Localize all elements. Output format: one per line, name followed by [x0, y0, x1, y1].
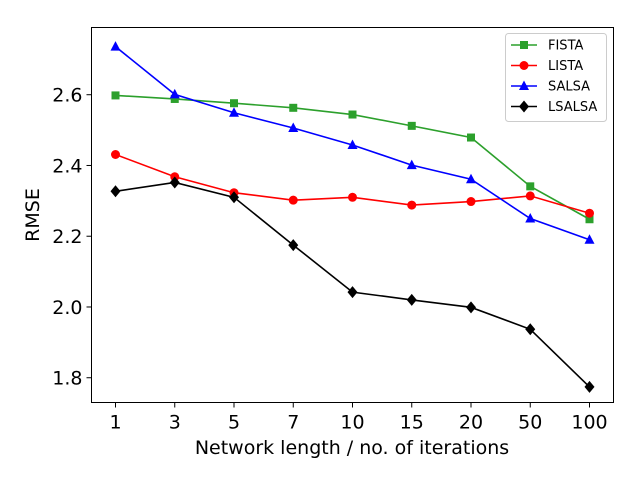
data-point-salsa [347, 139, 358, 149]
data-point-lista [525, 191, 535, 201]
legend-marker-lsalsa [519, 100, 529, 113]
y-tick-label: 2.4 [52, 155, 82, 177]
series-salsa [110, 41, 595, 244]
data-point-lsalsa [466, 301, 476, 314]
data-point-lsalsa [229, 191, 239, 204]
legend: FISTA LISTA SALSA LSALSA [505, 33, 607, 122]
data-point-fista [526, 182, 535, 191]
x-tick-label: 50 [518, 412, 542, 434]
data-point-lsalsa [169, 176, 180, 189]
data-point-salsa [110, 41, 121, 51]
data-point-lista [466, 197, 476, 207]
legend-marker-lista [519, 61, 529, 70]
data-point-fista [111, 91, 120, 100]
data-point-lsalsa [288, 239, 299, 252]
data-point-lista [288, 195, 298, 205]
data-point-salsa [525, 213, 536, 223]
legend-marker-fista [520, 41, 528, 49]
data-point-lista [111, 150, 120, 160]
x-axis: 1 3 5 7 10 15 20 50 100 [109, 402, 608, 434]
y-axis: 1.8 2.0 2.2 2.4 2.6 [52, 85, 92, 390]
data-point-salsa [584, 234, 595, 244]
legend-label-fista: FISTA [548, 39, 583, 54]
x-tick-label: 20 [459, 412, 483, 434]
legend-box [505, 33, 607, 122]
x-tick-label: 3 [169, 412, 181, 434]
x-tick-label: 5 [228, 412, 240, 434]
data-point-fista [230, 99, 238, 108]
legend-label-salsa: SALSA [548, 80, 590, 95]
data-point-salsa [169, 88, 180, 99]
x-tick-label: 100 [571, 412, 607, 434]
data-point-salsa [288, 122, 299, 132]
data-point-fista [348, 110, 357, 119]
series-lista [111, 150, 594, 218]
data-point-lsalsa [525, 323, 536, 336]
x-tick-label: 15 [400, 412, 424, 434]
data-point-salsa [229, 107, 239, 117]
data-point-salsa [466, 173, 476, 184]
x-tick-label: 7 [287, 412, 299, 434]
data-point-lsalsa [584, 380, 595, 393]
data-point-lista [407, 200, 417, 210]
data-point-fista [467, 133, 475, 142]
data-point-lsalsa [347, 286, 358, 299]
y-tick-label: 2.2 [52, 226, 82, 248]
y-tick-label: 1.8 [52, 368, 82, 390]
data-point-fista [585, 215, 594, 224]
legend-label-lista: LISTA [548, 59, 583, 74]
data-point-lista [585, 208, 594, 218]
x-tick-label: 10 [340, 412, 364, 434]
y-tick-label: 2.0 [52, 297, 82, 319]
series-lsalsa [110, 176, 595, 393]
legend-marker-salsa [519, 80, 529, 90]
data-point-fista [407, 121, 416, 130]
data-point-fista [170, 94, 179, 103]
data-point-lista [348, 192, 357, 202]
series-layer [110, 41, 595, 393]
data-point-fista [289, 103, 298, 112]
data-point-lsalsa [406, 293, 417, 306]
x-tick-label: 1 [109, 412, 121, 434]
y-tick-label: 2.6 [52, 85, 82, 107]
x-axis-label: Network length / no. of iterations [195, 437, 509, 459]
data-point-salsa [406, 159, 417, 170]
y-axis-label: RMSE [22, 188, 44, 242]
data-point-lsalsa [110, 185, 121, 198]
legend-label-lsalsa: LSALSA [548, 100, 597, 115]
